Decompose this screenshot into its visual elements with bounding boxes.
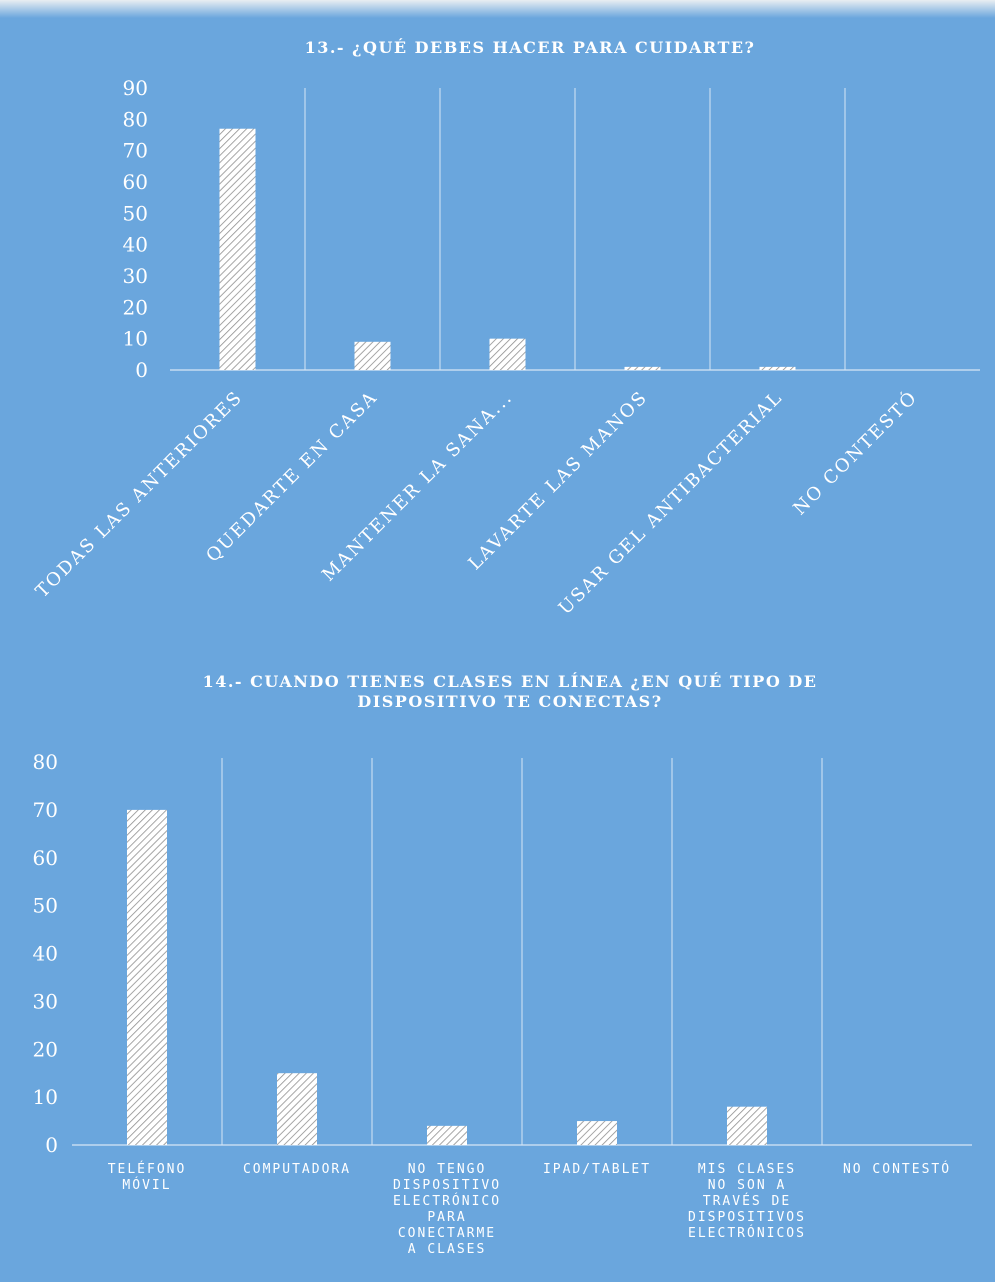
chart-13-bar (624, 366, 661, 370)
chart-14-category-label: TRAVÉS DE (703, 1193, 791, 1209)
chart-14-y-tick-label: 20 (33, 1037, 58, 1061)
chart-13-y-tick-label: 80 (123, 107, 148, 131)
chart-14-bar (427, 1125, 467, 1145)
chart-14-category-label: NO TENGO (408, 1162, 487, 1177)
chart-13-y-tick-label: 70 (123, 139, 148, 163)
chart-14-y-tick-label: 0 (45, 1133, 58, 1157)
chart-14-y-tick-label: 60 (33, 846, 58, 870)
chart-14-category-label: DISPOSITIVOS (688, 1210, 806, 1225)
chart-13-bar (489, 338, 526, 370)
chart-13-category-label: USAR GEL ANTIBACTERIAL (555, 387, 787, 619)
chart-13-category-label: NO CONTESTÓ (788, 385, 922, 519)
chart-14-category-label: ELECTRÓNICO (393, 1193, 501, 1209)
chart-14-bar (277, 1073, 317, 1145)
chart-13-y-tick-label: 60 (123, 170, 148, 194)
chart-14-category-label: NO SON A (708, 1178, 787, 1193)
chart-14-y-tick-label: 50 (33, 894, 58, 918)
chart-13-y-tick-label: 30 (123, 264, 148, 288)
chart-14-y-tick-label: 70 (33, 798, 58, 822)
chart-14-category-label: IPAD/TABLET (543, 1162, 651, 1177)
chart-14-y-tick-label: 40 (33, 942, 58, 966)
chart-14-category-label: CONECTARME (398, 1226, 496, 1241)
chart-14-bar (127, 809, 167, 1145)
chart-14-category-label: COMPUTADORA (243, 1162, 351, 1177)
chart-14-category-label: ELECTRÓNICOS (688, 1225, 806, 1241)
chart-14-bar (577, 1121, 617, 1145)
chart-13-category-label: TODAS LAS ANTERIORES (32, 387, 247, 602)
chart-13-title: 13.- ¿QUÉ DEBES HACER PARA CUIDARTE? (304, 38, 756, 57)
chart-14-category-label: A CLASES (408, 1242, 487, 1257)
chart-14-category-label: TELÉFONO (108, 1161, 187, 1177)
chart-14-y-tick-label: 10 (33, 1085, 58, 1109)
chart-13-y-tick-label: 50 (123, 201, 148, 225)
chart-14-category-label: MIS CLASES (698, 1162, 796, 1177)
chart-14-category-label: NO CONTESTÓ (843, 1161, 951, 1177)
chart-13-bar (354, 341, 391, 370)
chart-14-title: 14.- CUANDO TIENES CLASES EN LÍNEA ¿EN Q… (202, 672, 818, 711)
chart-14-category-label: PARA (427, 1210, 466, 1225)
chart-14-category-label: MÓVIL (122, 1177, 171, 1193)
chart-13-bar (219, 128, 256, 370)
chart-13-y-tick-label: 90 (123, 76, 148, 100)
chart-14-y-tick-label: 30 (33, 989, 58, 1013)
chart-14-bar (727, 1106, 767, 1145)
chart-13-y-tick-label: 10 (123, 327, 148, 351)
chart-13-y-tick-label: 20 (123, 295, 148, 319)
chart-13-bar (759, 366, 796, 370)
chart-13-y-tick-label: 0 (135, 358, 148, 382)
chart-14-y-tick-label: 80 (33, 750, 58, 774)
chart-13-y-tick-label: 40 (123, 233, 148, 257)
chart-14-category-label: DISPOSITIVO (393, 1178, 501, 1193)
